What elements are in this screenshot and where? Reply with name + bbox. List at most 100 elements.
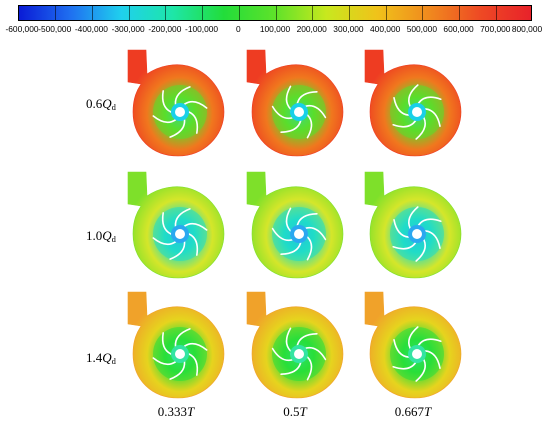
impeller-blade (271, 227, 293, 242)
colorbar-divider (238, 6, 240, 20)
colorbar-tick-label: 700,000 (480, 24, 511, 34)
row-label-1-0qd: 1.0Qd (86, 228, 116, 244)
impeller-blade (417, 338, 442, 346)
impeller-blade (285, 85, 292, 110)
impeller-blade (183, 342, 208, 351)
impeller-blade (415, 359, 426, 382)
impeller-blade (296, 91, 318, 104)
colorbar-divider (385, 6, 387, 20)
impeller-blade (408, 84, 419, 107)
colorbar-divider (275, 6, 277, 20)
impeller-blade (285, 327, 292, 352)
impeller-blade (161, 212, 172, 235)
colorbar-tick-label: 0 (235, 24, 241, 34)
colorbar-tick-label: 200,000 (296, 24, 327, 34)
impeller-blade (271, 347, 293, 362)
impeller-blade (169, 241, 186, 260)
impeller-hub (175, 229, 185, 239)
volute-contour-cell (245, 48, 345, 158)
impeller-blade (306, 356, 313, 381)
impeller-blade (415, 239, 426, 262)
colorbar-tick-label: -200,000 (148, 24, 182, 34)
volute-contour-cell (363, 48, 463, 158)
impeller-blade (174, 86, 191, 105)
impeller-hub (294, 107, 304, 117)
row-label-0-6qd: 0.6Qd (86, 96, 116, 112)
colorbar-tick-label: -300,000 (111, 24, 145, 34)
colorbar-divider (312, 6, 314, 20)
impeller-blade (152, 357, 177, 366)
volute-contour-cell (363, 290, 463, 400)
colorbar-tick-label: -500,000 (38, 24, 72, 34)
column-label-0-667t: 0.667T (394, 404, 432, 419)
column-label-0-5t: 0.5T (283, 404, 307, 419)
impeller-blade (424, 230, 441, 249)
impeller-blade (161, 90, 172, 113)
impeller-blade (169, 361, 186, 380)
impeller-blade (296, 333, 318, 346)
impeller-blade (305, 104, 327, 119)
impeller-blade (183, 100, 208, 109)
impeller-blade (174, 208, 191, 227)
impeller-blade (188, 233, 199, 256)
colorbar-tick-label: -400,000 (74, 24, 108, 34)
impeller-blade (188, 111, 199, 134)
colorbar-divider (91, 6, 93, 20)
colorbar-tick-label: -600,000 (5, 24, 39, 34)
colorbar-divider (459, 6, 461, 20)
impeller-blade (393, 339, 410, 358)
colorbar-tick-label: -100,000 (185, 24, 219, 34)
volute-contour-cell (126, 48, 226, 158)
impeller-blade (305, 346, 327, 361)
impeller-blade (188, 353, 199, 376)
impeller-blade (392, 120, 417, 128)
impeller-blade (424, 108, 441, 127)
impeller-blade (271, 105, 293, 120)
impeller-blade (152, 115, 177, 124)
volute-contour-cell (245, 290, 345, 400)
colorbar-tick-label: 100,000 (259, 24, 291, 34)
impeller-blade (183, 222, 208, 231)
impeller-blade (161, 332, 172, 355)
colorbar-tick-label: 300,000 (333, 24, 364, 34)
colorbar-divider (128, 6, 130, 20)
volute-contour-cell (126, 170, 226, 280)
impeller-blade (280, 242, 302, 255)
colorbar-tick-labels: -600,000 -500,000 -400,000 -300,000 -200,000… (0, 24, 550, 38)
impeller-blade (285, 207, 292, 232)
column-label-0-333t: 0.333T (157, 404, 195, 419)
impeller-blade (392, 242, 417, 250)
impeller-hub (412, 107, 422, 117)
impeller-blade (152, 237, 177, 246)
impeller-blade (417, 218, 442, 226)
impeller-blade (415, 117, 426, 140)
impeller-hub (294, 349, 304, 359)
volute-contour-cell (363, 170, 463, 280)
impeller-hub (294, 229, 304, 239)
colorbar-divider (165, 6, 167, 20)
colorbar-tick-label: 500,000 (406, 24, 437, 34)
impeller-blade (306, 114, 313, 139)
impeller-blade (393, 219, 410, 238)
impeller-blade (280, 362, 302, 375)
impeller-blade (417, 96, 442, 104)
impeller-blade (393, 97, 410, 116)
colorbar-divider (55, 6, 57, 20)
impeller-blade (408, 326, 419, 349)
colorbar-divider (422, 6, 424, 20)
impeller-hub (175, 107, 185, 117)
impeller-blade (392, 362, 417, 370)
colorbar-tick-label: 400,000 (370, 24, 401, 34)
pressure-colorbar (18, 5, 532, 21)
impeller-hub (175, 349, 185, 359)
impeller-blade (306, 236, 313, 261)
impeller-blade (174, 328, 191, 347)
volute-contour-cell (126, 290, 226, 400)
impeller-blade (296, 213, 318, 226)
volute-contour-cell (245, 170, 345, 280)
row-label-1-4qd: 1.4Qd (86, 350, 116, 366)
colorbar-tick-label: 800,000 (511, 24, 543, 34)
impeller-blade (408, 206, 419, 229)
impeller-blade (280, 120, 302, 133)
